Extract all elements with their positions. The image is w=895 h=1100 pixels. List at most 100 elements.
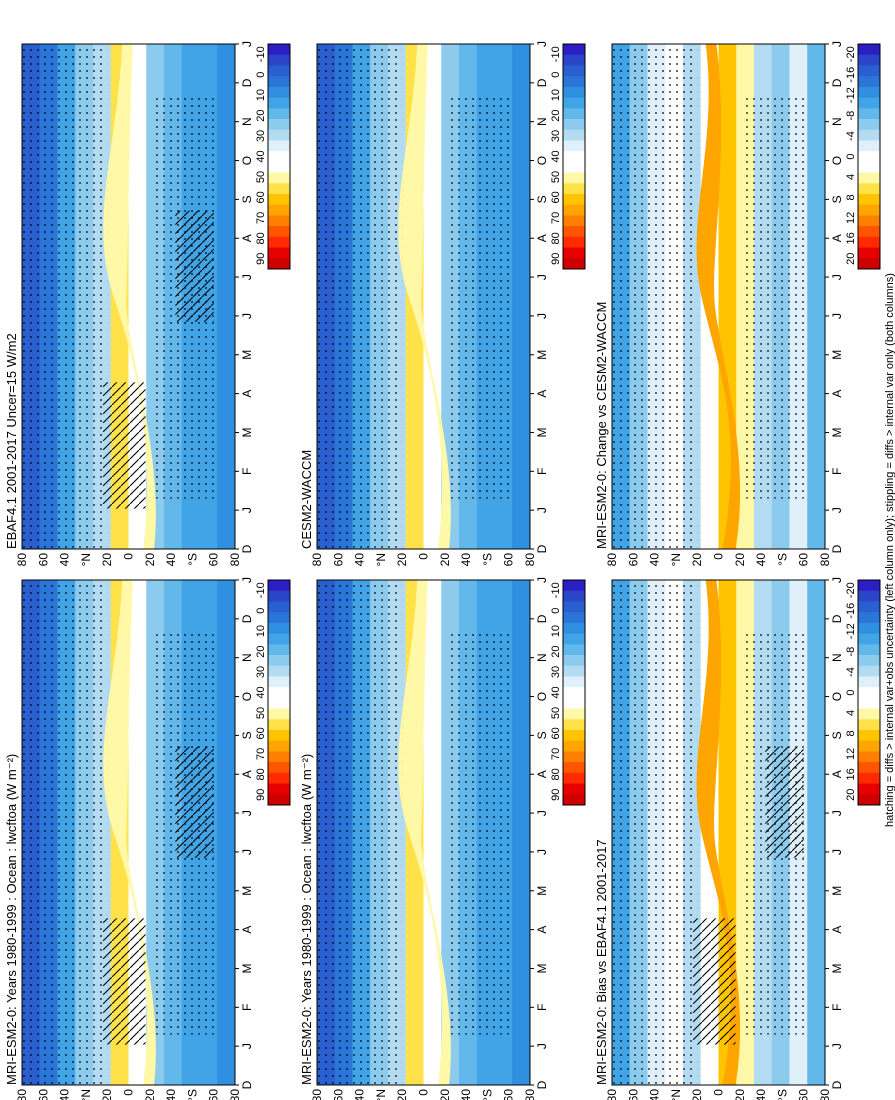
- panel-1-cbar-seg-4: [563, 751, 585, 763]
- panel-5-cbar-seg-1: [858, 247, 880, 259]
- panel-4-x-label-12: D: [830, 614, 844, 623]
- panel-3-x-labels: D J F M A M J J A S O N D J: [530, 41, 549, 553]
- panel-2-x-label-13: J: [240, 41, 254, 47]
- panel-2-frame: [21, 43, 236, 550]
- panel-5-cbar-seg-8: [858, 172, 880, 184]
- panel-3-x-label-0: D: [535, 544, 549, 553]
- panel-3-cbar-seg-18: [563, 65, 585, 77]
- panel-4-x-label-0: D: [830, 1080, 844, 1089]
- panel-5-cbar-seg-5: [858, 204, 880, 216]
- panel-5-cbar-tick-8: -12: [845, 87, 857, 103]
- panel-2-cbar-tick-9: 0: [255, 72, 267, 78]
- panel-3-cbar-seg-14: [563, 107, 585, 119]
- panel-4-cbar-seg-7: [858, 718, 880, 730]
- panel-5-cbar-seg-2: [858, 236, 880, 248]
- panel-0-y-label-8: °S: [185, 1089, 199, 1100]
- panel-0-frame: [21, 579, 236, 1086]
- panel-4-x-label-6: J: [830, 849, 844, 855]
- panel-1-cbar-seg-1: [563, 783, 585, 795]
- panel-0-x-label-8: A: [240, 770, 254, 778]
- panel-5-cbar-tick-5: 0: [845, 153, 857, 159]
- panel-1-y-label-7: 40: [459, 1089, 473, 1100]
- panel-4-x-label-9: S: [830, 731, 844, 739]
- panel-4-cbar-tick-6: -4: [845, 667, 857, 677]
- panel-4-cbar-seg-17: [858, 611, 880, 623]
- panel-1-stipple-s: [449, 630, 513, 1035]
- panel-1-cbar-tick-9: 0: [550, 608, 562, 614]
- panel-2-x-label-2: F: [240, 468, 254, 475]
- panel-5-x-label-1: J: [830, 507, 844, 513]
- panel-4-cbar-seg-19: [858, 590, 880, 602]
- panel-5-cbar-tick-6: -4: [845, 131, 857, 141]
- panel-0-cbar-seg-13: [268, 654, 290, 666]
- panel-4-x-label-10: O: [830, 692, 844, 701]
- panel-2-x-label-9: S: [240, 195, 254, 203]
- panel-0-x-label-10: O: [240, 692, 254, 701]
- panel-4-cbar-seg-5: [858, 740, 880, 752]
- panel-4: MRI-ESM2-0: Bias vs EBAF4.1 2001-2017 D J…: [594, 577, 881, 1100]
- panel-3-x-label-9: S: [535, 195, 549, 203]
- panel-3-cbar-seg-17: [563, 75, 585, 87]
- panel-2-x-label-3: M: [240, 427, 254, 437]
- panel-5-cbar-seg-16: [858, 86, 880, 98]
- panel-5-cbar-tick-2: 12: [845, 212, 857, 224]
- panel-0-x-label-5: M: [240, 886, 254, 896]
- panel-2-cbar-seg-14: [268, 107, 290, 119]
- panel-4-band-11: [807, 580, 826, 1085]
- panel-1-cbar-seg-6: [563, 729, 585, 741]
- panel-0-cbar-seg-1: [268, 783, 290, 795]
- panel-1-cbar-seg-12: [563, 665, 585, 677]
- panel-2-cbar-tick-5: 40: [255, 150, 267, 162]
- panel-2-colorbar: 90 80 70 60 50 40 30 20 10 0 -10: [255, 43, 291, 270]
- panel-0-hatch-a: [102, 918, 146, 1045]
- panel-3-y-label-8: °S: [480, 553, 494, 566]
- panel-2: EBAF4.1 2001-2017 Uncer=15 W/m2 D J F M A M J J…: [4, 41, 291, 567]
- panel-3-stipple-n: [317, 44, 403, 549]
- panel-4-cbar-seg-11: [858, 676, 880, 688]
- panel-3-y-label-5: 0: [417, 553, 431, 560]
- panel-0-cbar-seg-18: [268, 601, 290, 613]
- panel-0-y-label-6: 20: [143, 1089, 157, 1100]
- panel-5-cbar-tick-4: 4: [845, 174, 857, 180]
- panel-0-y-label-7: 40: [164, 1089, 178, 1100]
- panel-4-y-label-6: 20: [733, 1089, 747, 1100]
- panel-2-y-label-0: 80: [15, 553, 29, 567]
- panel-4-cbar-seg-8: [858, 708, 880, 720]
- panel-0-y-label-2: 40: [58, 1089, 72, 1100]
- panel-4-cbar-seg-0: [858, 793, 880, 805]
- panel-2-x-label-1: J: [240, 507, 254, 513]
- panel-3-cbar-seg-12: [563, 129, 585, 141]
- panel-5-cbar-tick-10: -20: [845, 46, 857, 62]
- panel-2-x-label-12: D: [240, 78, 254, 87]
- panel-3-y-label-0: 80: [310, 553, 324, 567]
- panel-3-y-label-4: 20: [395, 553, 409, 567]
- panel-2-x-label-8: A: [240, 234, 254, 242]
- panel-1-cbar-seg-10: [563, 686, 585, 698]
- panel-3-x-label-4: A: [535, 390, 549, 398]
- panel-1-x-labels: D J F M A M J J A S O N D J: [530, 577, 549, 1089]
- panel-2-cbar-tick-7: 20: [255, 109, 267, 121]
- panel-4-y-label-3: °N: [669, 1089, 683, 1100]
- panel-0-y-label-9: 60: [207, 1089, 221, 1100]
- panel-4-cbar-seg-13: [858, 654, 880, 666]
- panel-2-cbar-seg-20: [268, 43, 290, 55]
- panel-1-band-11: [512, 580, 531, 1085]
- panel-2-cbar-tick-6: 30: [255, 130, 267, 142]
- panel-0-x-label-13: J: [240, 577, 254, 583]
- panel-1-cbar-seg-19: [563, 590, 585, 602]
- panel-1-y-label-2: 40: [353, 1089, 367, 1100]
- panel-3-x-label-8: A: [535, 234, 549, 242]
- panel-2-cbar-seg-13: [268, 118, 290, 130]
- panel-1-cbar-tick-7: 20: [550, 645, 562, 657]
- panel-2-hatch-a: [102, 382, 146, 509]
- panel-0-cbar-seg-6: [268, 729, 290, 741]
- panel-3: CESM2-WACCM D J F M A M J J A S O N D J 80 60 40 °N 20 0 20…: [299, 41, 586, 567]
- panel-3-cbar-seg-1: [563, 247, 585, 259]
- panel-3-title: CESM2-WACCM: [299, 450, 314, 549]
- panel-1-x-label-6: J: [535, 849, 549, 855]
- panel-2-y-label-8: °S: [185, 553, 199, 566]
- panel-3-cbar-seg-4: [563, 215, 585, 227]
- panel-0-cbar-seg-9: [268, 697, 290, 709]
- panel-0-x-label-6: J: [240, 849, 254, 855]
- panel-1-cbar-seg-18: [563, 601, 585, 613]
